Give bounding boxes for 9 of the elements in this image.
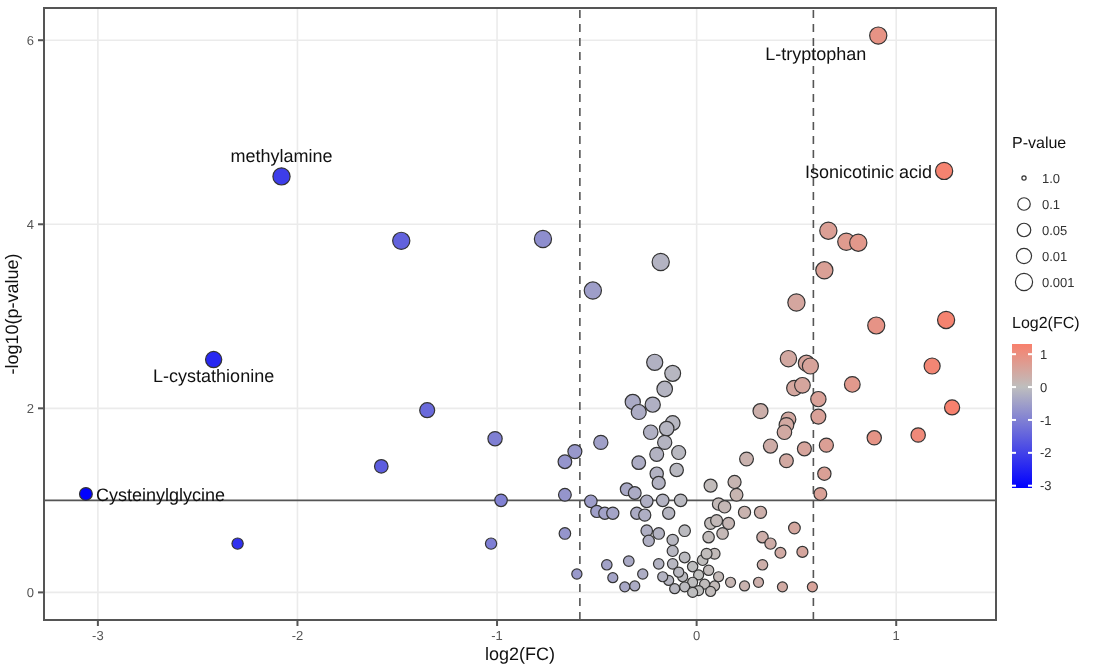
annotation: Cysteinylglycine [95, 484, 225, 505]
annotation: methylamine [230, 146, 333, 167]
y-axis-title: -log10(p-value) [2, 253, 22, 375]
legend-title: P-value [1012, 134, 1068, 152]
annotation: L-cystathionine [153, 365, 275, 386]
annotation: L-tryptophan [765, 43, 867, 64]
annotation: Isonicotinic acid [805, 161, 933, 182]
color-bar-title: Log2(FC) [1012, 314, 1081, 332]
x-axis-title: log2(FC) [484, 644, 556, 664]
